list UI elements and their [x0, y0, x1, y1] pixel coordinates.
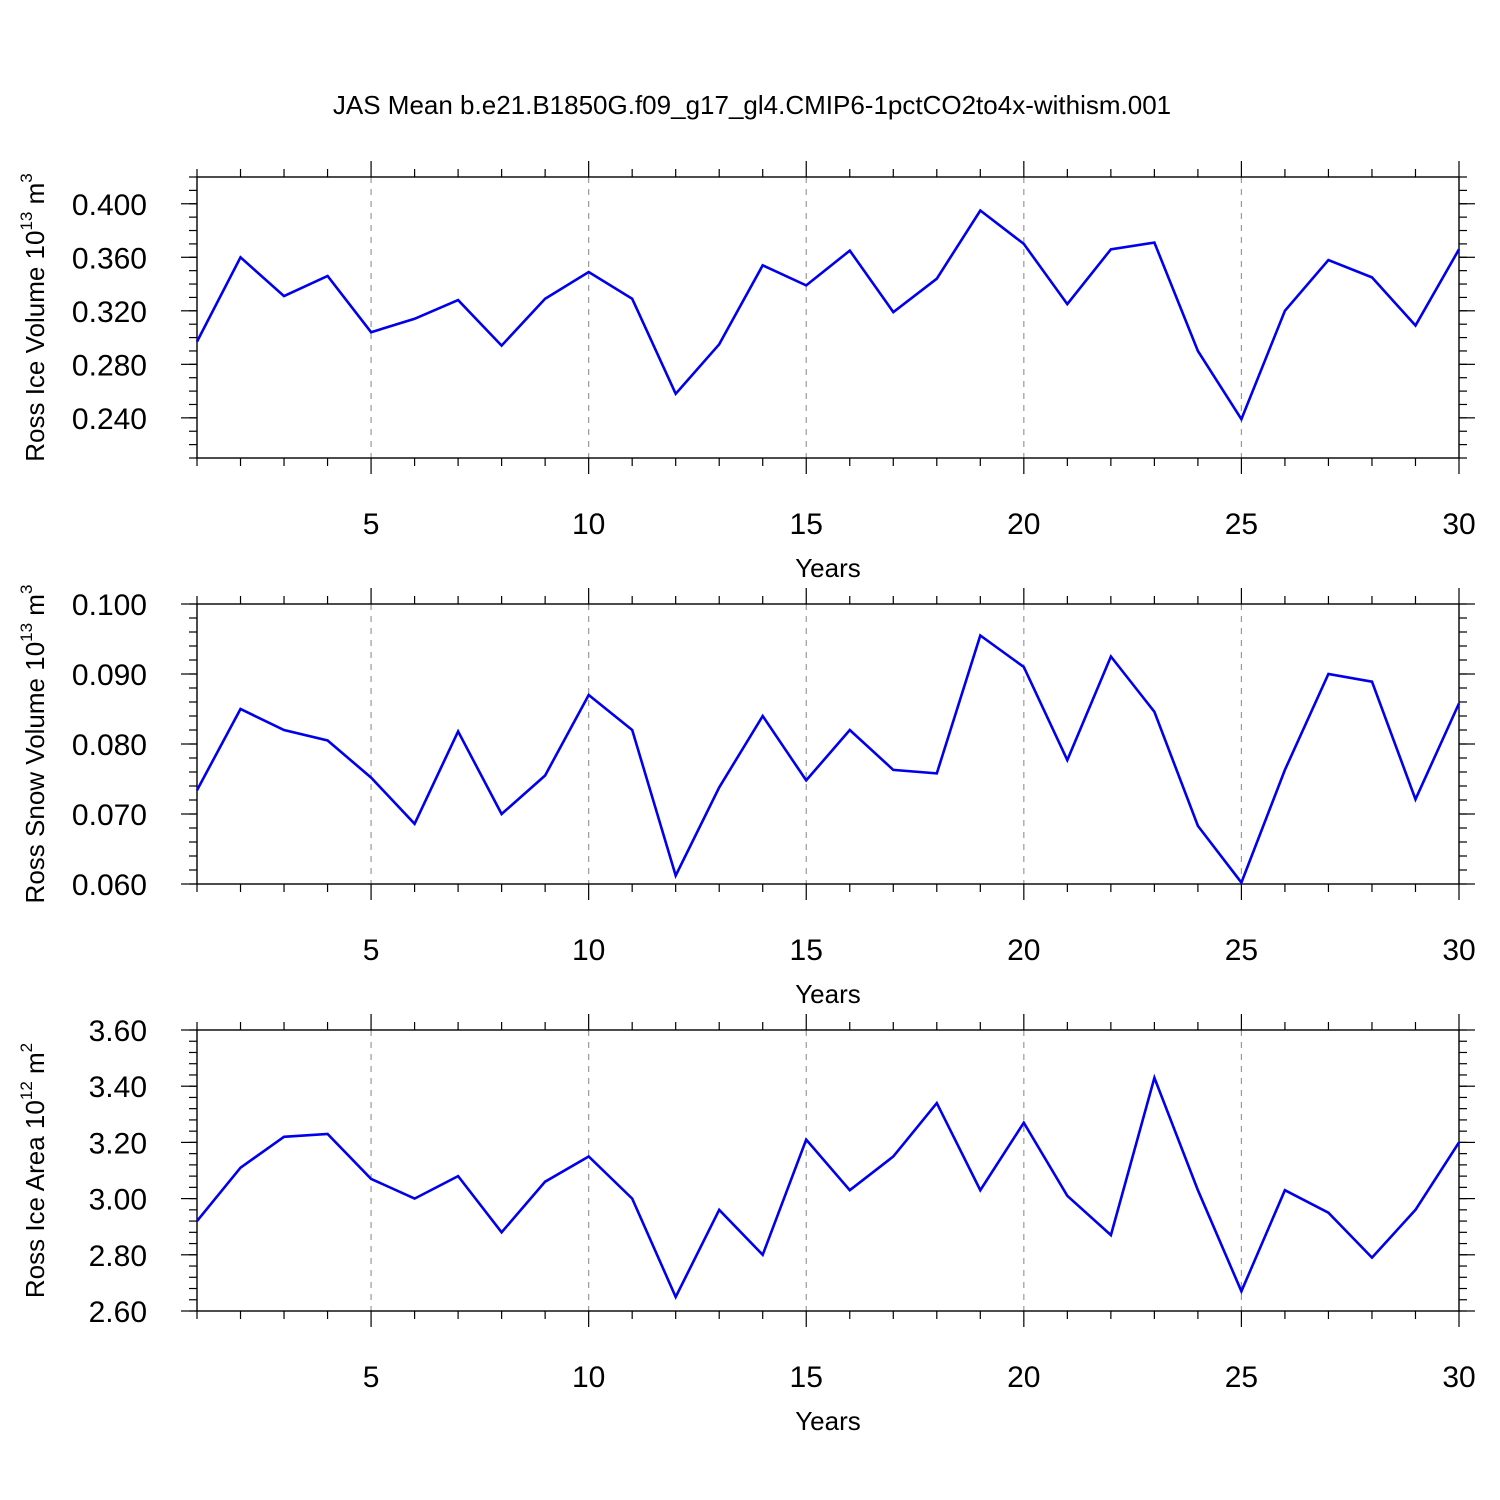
y-axis-label-unit-exp: 3	[17, 173, 36, 182]
x-tick-label: 10	[572, 934, 605, 967]
x-axis-label: Years	[795, 553, 861, 583]
x-tick-label: 20	[1007, 1361, 1040, 1394]
y-tick-label: 3.40	[89, 1071, 147, 1104]
x-tick-label: 20	[1007, 934, 1040, 967]
x-tick-label: 15	[790, 934, 823, 967]
plot-frame	[196, 176, 1460, 459]
x-tick-label: 5	[363, 1361, 380, 1394]
y-tick-label: 0.090	[72, 659, 147, 692]
x-tick-label: 30	[1442, 1361, 1475, 1394]
y-axis-label: Ross Ice Volume 1013 m3	[17, 173, 50, 462]
x-tick-label: 15	[790, 1361, 823, 1394]
y-tick-label: 0.080	[72, 729, 147, 762]
y-tick-label: 3.20	[89, 1127, 147, 1160]
panel-ice-area: 5 10 15 20 25 30 Years 2.60 2.80 3.00 3.20 3.40 3.60…	[17, 1014, 1476, 1436]
x-tick-label: 30	[1442, 508, 1475, 541]
figure-title: JAS Mean b.e21.B1850G.f09_g17_gl4.CMIP6-…	[333, 90, 1171, 120]
y-axis-label-exp: 13	[17, 623, 36, 642]
y-tick-label: 0.320	[72, 296, 147, 329]
y-axis-label-unit-exp: 2	[17, 1043, 36, 1052]
x-tick-label: 30	[1442, 934, 1475, 967]
y-axis-label-unit: m	[20, 1052, 50, 1081]
x-tick-label: 5	[363, 508, 380, 541]
x-tick-label: 5	[363, 934, 380, 967]
series-line-ice-area	[195, 1073, 1461, 1301]
x-tick-label: 10	[572, 1361, 605, 1394]
panel-snow-volume: 5 10 15 20 25 30 Years 0.060 0.070 0.080 0.090 0.10…	[17, 585, 1476, 1009]
plot-frame	[196, 1029, 1460, 1312]
y-tick-label: 0.400	[72, 189, 147, 222]
series-line-ice-volume	[195, 208, 1461, 423]
y-axis-label: Ross Ice Area 1012 m2	[17, 1043, 50, 1298]
y-tick-label: 0.280	[72, 349, 147, 382]
x-axis-label: Years	[795, 1406, 861, 1436]
y-tick-label: 2.80	[89, 1240, 147, 1273]
x-tick-label: 10	[572, 508, 605, 541]
y-tick-label: 2.60	[89, 1296, 147, 1329]
y-axis-label-unit: m	[20, 594, 50, 623]
y-axis-label-unit: m	[20, 183, 50, 212]
series-line-snow-volume	[195, 633, 1461, 886]
x-axis-label: Years	[795, 979, 861, 1009]
y-tick-label: 0.240	[72, 403, 147, 436]
y-tick-label: 0.060	[72, 869, 147, 902]
y-tick-label: 3.60	[89, 1015, 147, 1048]
y-axis-label-base: Ross Snow Volume 10	[20, 642, 50, 904]
y-axis-label-base: Ross Ice Area 10	[20, 1100, 50, 1298]
plot-frame	[196, 603, 1460, 885]
x-tick-label: 20	[1007, 508, 1040, 541]
y-axis-label: Ross Snow Volume 1013 m3	[17, 585, 50, 904]
x-tick-label: 25	[1225, 508, 1258, 541]
y-axis-label-exp: 13	[17, 212, 36, 231]
x-tick-label: 25	[1225, 934, 1258, 967]
y-axis-label-unit-exp: 3	[17, 585, 36, 594]
y-tick-label: 0.070	[72, 799, 147, 832]
y-tick-label: 3.00	[89, 1184, 147, 1217]
y-tick-label: 0.100	[72, 589, 147, 622]
x-tick-label: 25	[1225, 1361, 1258, 1394]
y-tick-label: 0.360	[72, 242, 147, 275]
x-tick-label: 15	[790, 508, 823, 541]
y-axis-label-exp: 12	[17, 1081, 36, 1100]
y-axis-label-base: Ross Ice Volume 10	[20, 231, 50, 462]
panel-ice-volume: 5 10 15 20 25 30 Years 0.240 0.280 0.320 0.360 0.40…	[17, 161, 1476, 583]
